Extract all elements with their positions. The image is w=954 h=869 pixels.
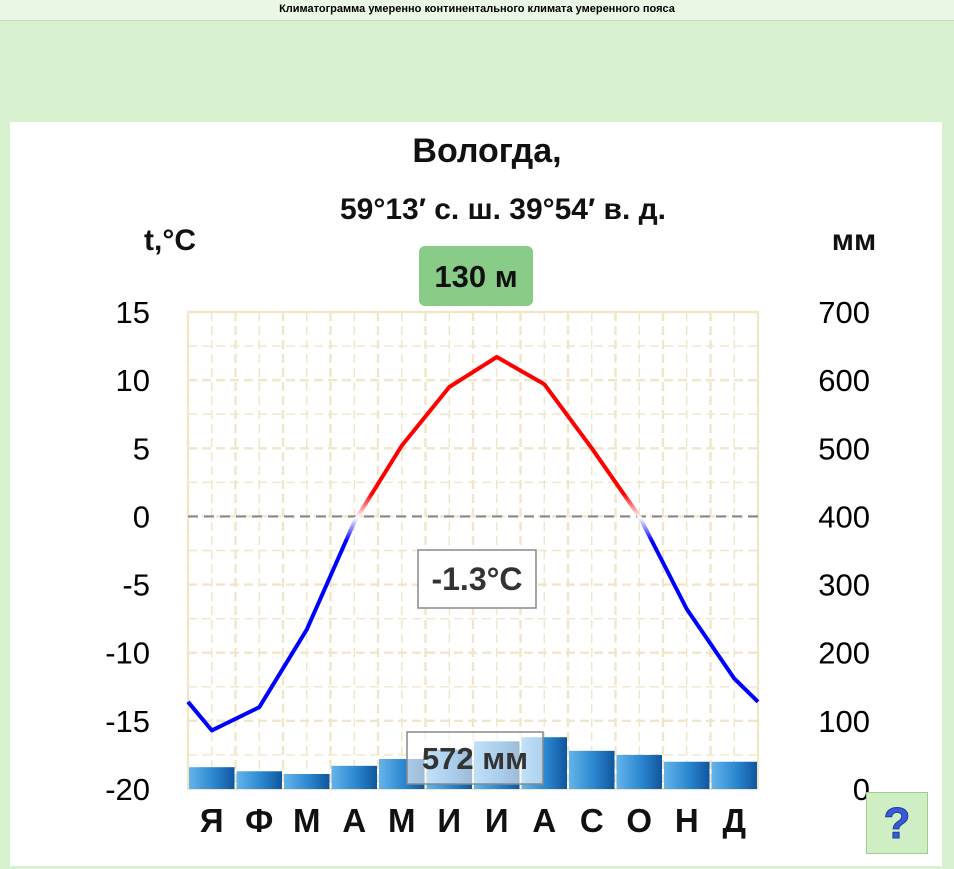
month-label: И — [437, 802, 461, 839]
month-label: О — [626, 802, 652, 839]
month-label: А — [342, 802, 366, 839]
help-button[interactable]: ? — [866, 792, 928, 854]
climatogram-chart: Вологда, 59°13′ с. ш. 39°54′ в. д. t,°C … — [105, 132, 876, 839]
right-axis-tick: 300 — [818, 568, 870, 603]
right-axis-tick: 100 — [818, 704, 870, 739]
right-axis-tick: 0 — [853, 772, 870, 807]
total-precipitation-box: 572 мм — [406, 731, 544, 785]
station-coordinates: 59°13′ с. ш. 39°54′ в. д. — [340, 193, 666, 226]
left-axis-tick: -5 — [122, 568, 150, 603]
question-icon: ? — [883, 800, 911, 846]
left-axis-label: t,°C — [144, 224, 196, 257]
mean-temperature-frame — [417, 549, 537, 609]
svg-text:?: ? — [884, 800, 911, 846]
right-axis-ticks: 700 600 500 400 300 200 100 0 — [818, 295, 870, 807]
climatogram-panel: Вологда, 59°13′ с. ш. 39°54′ в. д. t,°C … — [10, 122, 942, 866]
precipitation-bar — [569, 750, 615, 789]
month-label: М — [293, 802, 321, 839]
right-axis-label: мм — [832, 224, 876, 257]
precipitation-bar — [189, 767, 235, 789]
left-axis-tick: 0 — [133, 499, 150, 534]
right-axis-tick: 600 — [818, 363, 870, 398]
mean-temperature-box: -1.3°C — [417, 549, 537, 609]
right-axis-tick: 400 — [818, 499, 870, 534]
month-label: И — [485, 802, 509, 839]
left-axis-tick: -10 — [105, 636, 150, 671]
month-label: М — [388, 802, 416, 839]
elevation-badge: 130 м — [419, 246, 533, 306]
precipitation-bar — [664, 761, 710, 789]
station-name: Вологда, — [412, 132, 561, 170]
precipitation-bar — [711, 761, 757, 789]
precipitation-bar — [331, 765, 377, 789]
precipitation-bar — [236, 771, 282, 789]
left-axis-tick: 15 — [116, 295, 150, 330]
precipitation-bar — [616, 754, 662, 789]
right-axis-tick: 200 — [818, 636, 870, 671]
total-precipitation-label: 572 мм — [422, 741, 528, 776]
total-precipitation-frame — [406, 731, 544, 785]
precipitation-bar — [284, 774, 330, 789]
left-axis-tick: -20 — [105, 772, 150, 807]
left-axis-ticks: 15 10 5 0 -5 -10 -15 -20 — [105, 295, 150, 807]
mean-temperature-label: -1.3°C — [431, 561, 522, 597]
right-axis-tick: 700 — [818, 295, 870, 330]
month-label: Ф — [245, 802, 273, 839]
month-label: С — [580, 802, 604, 839]
month-label: А — [532, 802, 556, 839]
month-label: Д — [722, 802, 746, 839]
temperature-line — [186, 355, 760, 733]
left-axis-tick: -15 — [105, 704, 150, 739]
month-label: Я — [200, 802, 224, 839]
left-axis-tick: 10 — [116, 363, 150, 398]
window-title: Климатограмма умеренно континентального … — [0, 0, 954, 21]
left-axis-tick: 5 — [133, 431, 150, 466]
month-label: Н — [675, 802, 699, 839]
right-axis-tick: 500 — [818, 431, 870, 466]
elevation-badge-box — [419, 246, 533, 306]
elevation-label: 130 м — [434, 259, 517, 294]
